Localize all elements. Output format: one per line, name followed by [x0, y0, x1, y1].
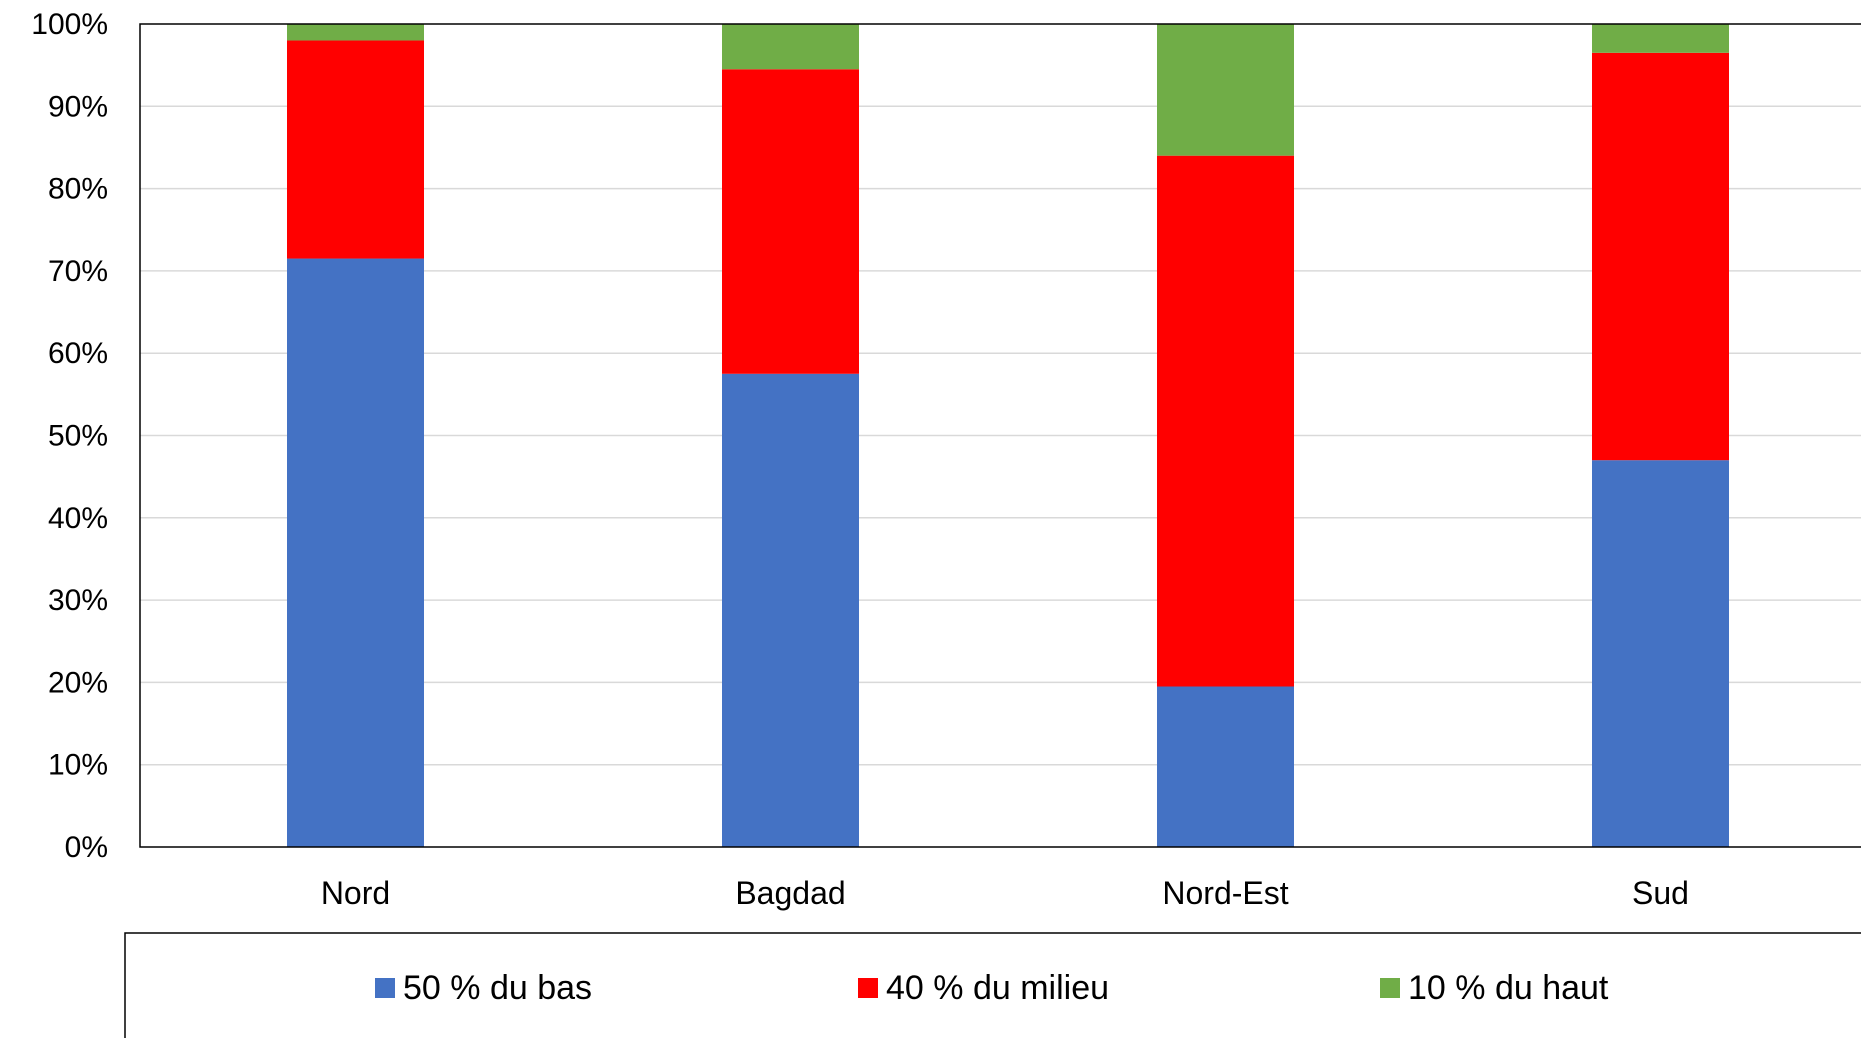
bar-segment: [1592, 460, 1729, 847]
bar-segment: [1592, 52, 1729, 461]
legend-swatch: [858, 978, 878, 998]
bar-segment: [1157, 155, 1294, 687]
y-axis-tick-labels: 0% 10% 20% 30% 40% 50% 60% 70% 80% 90% 100%: [31, 8, 108, 864]
x-category-label: Bagdad: [735, 875, 845, 911]
bar-segment: [1592, 24, 1729, 53]
x-category-label: Nord-Est: [1162, 875, 1288, 911]
bar-segment: [287, 258, 424, 847]
x-category-label: Sud: [1632, 875, 1689, 911]
legend: 50 % du bas 40 % du milieu 10 % du haut: [124, 932, 1861, 1038]
y-tick-label: 10%: [48, 749, 108, 782]
y-tick-label: 0%: [65, 831, 108, 864]
y-tick-label: 100%: [31, 8, 108, 41]
gridlines: [140, 105, 1861, 766]
plot-area-frame: [139, 23, 1861, 848]
bar-segment: [1157, 24, 1294, 156]
bar-segment: [722, 69, 859, 374]
x-category-label: Nord: [321, 875, 390, 911]
legend-label: 40 % du milieu: [886, 969, 1109, 1007]
y-tick-label: 30%: [48, 584, 108, 617]
y-tick-label: 20%: [48, 666, 108, 699]
bar-segment: [287, 24, 424, 41]
y-tick-label: 80%: [48, 173, 108, 206]
legend-frame: [124, 932, 1861, 1038]
y-tick-label: 50%: [48, 420, 108, 453]
y-tick-label: 60%: [48, 337, 108, 370]
bar-segment: [722, 373, 859, 847]
bar-segment: [1157, 686, 1294, 847]
bars: [287, 24, 1729, 847]
bar-segment: [287, 40, 424, 259]
y-tick-label: 90%: [48, 90, 108, 123]
legend-label: 10 % du haut: [1408, 969, 1609, 1007]
legend-swatch: [1380, 978, 1400, 998]
bar-segment: [722, 24, 859, 70]
legend-label: 50 % du bas: [403, 969, 592, 1007]
y-tick-label: 40%: [48, 502, 108, 535]
y-tick-label: 70%: [48, 255, 108, 288]
legend-swatch: [375, 978, 395, 998]
x-axis-category-labels: Nord Bagdad Nord-Est Sud: [321, 875, 1689, 911]
